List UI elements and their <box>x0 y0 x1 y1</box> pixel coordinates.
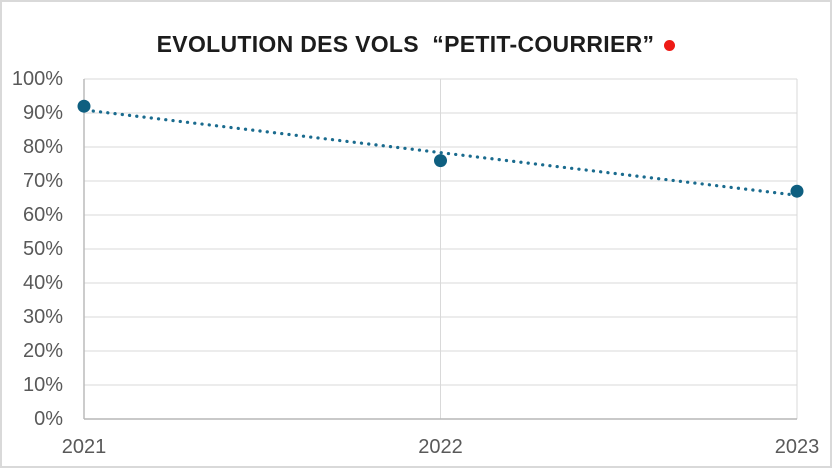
y-tick-label: 0% <box>34 408 63 430</box>
data-point <box>790 184 804 198</box>
x-tick-label: 2023 <box>774 436 820 458</box>
y-tick-label: 10% <box>22 374 63 396</box>
x-tick-label: 2021 <box>61 436 107 458</box>
y-tick-label: 60% <box>22 204 63 226</box>
y-tick-label: 70% <box>22 170 63 192</box>
y-tick-label: 80% <box>22 136 63 158</box>
y-tick-label: 30% <box>22 306 63 328</box>
y-tick-label: 40% <box>22 272 63 294</box>
data-point <box>434 154 447 168</box>
trendline <box>84 108 798 197</box>
chart-header: EVOLUTION DES VOLS “PETIT-COURRIER” <box>2 31 830 57</box>
y-tick-label: 20% <box>22 340 63 362</box>
red-dot-icon <box>664 40 676 51</box>
data-point <box>77 99 91 113</box>
y-tick-label: 50% <box>22 238 63 260</box>
y-tick-label: 100% <box>11 68 63 90</box>
y-tick-label: 90% <box>22 102 63 124</box>
x-tick-label: 2022 <box>418 436 463 458</box>
chart-title: EVOLUTION DES VOLS “PETIT-COURRIER” <box>156 31 655 57</box>
